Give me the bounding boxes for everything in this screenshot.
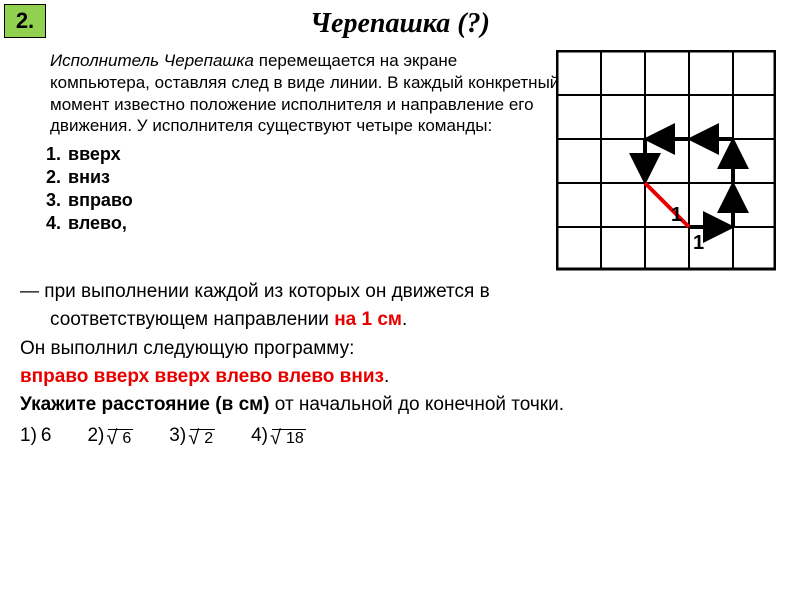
condition-line2: Он выполнил следующую программу: — [20, 337, 776, 361]
command-num: 1. — [46, 143, 68, 166]
answer-option-1: 1) 6 — [20, 424, 51, 448]
command-item: 1.вверх — [46, 143, 560, 166]
opt-val: 6 — [41, 424, 52, 448]
intro-paragraph: Исполнитель Черепашка перемещается на эк… — [20, 50, 560, 137]
intro-text: Исполнитель Черепашка перемещается на эк… — [20, 50, 560, 235]
opt-num: 2) — [87, 424, 104, 448]
program-red: вправо вверх вверх влево влево вниз — [20, 366, 384, 387]
content-area: Исполнитель Черепашка перемещается на эк… — [0, 50, 800, 448]
slide-number: 2. — [16, 8, 34, 34]
question-line: Укажите расстояние (в см) от начальной д… — [20, 393, 776, 417]
command-num: 4. — [46, 212, 68, 235]
opt-num: 3) — [169, 424, 186, 448]
intro-row: Исполнитель Черепашка перемещается на эк… — [20, 50, 776, 280]
command-label: вверх — [68, 144, 121, 164]
command-item: 3.вправо — [46, 189, 560, 212]
lower-text: — при выполнении каждой из которых он дв… — [20, 280, 776, 448]
command-list: 1.вверх 2.вниз 3.вправо 4.влево, — [20, 143, 560, 235]
condition-line1b: соответствующем направлении на 1 см. — [20, 308, 776, 332]
command-label: вниз — [68, 167, 110, 187]
command-item: 4.влево, — [46, 212, 560, 235]
answer-option-2: 2) 6 — [87, 424, 133, 448]
command-label: влево, — [68, 213, 127, 233]
program-dot: . — [384, 366, 389, 387]
command-label: вправо — [68, 190, 133, 210]
t2a: соответствующем направлении — [50, 309, 334, 330]
t1: — при выполнении каждой из которых он дв… — [20, 281, 490, 302]
opt-sqrt: 18 — [272, 429, 306, 448]
grid-label-h: 1 — [671, 204, 682, 226]
grid-svg: 1 1 — [556, 50, 776, 272]
opt-num: 1) — [20, 424, 37, 448]
intro-emphasis: Исполнитель Черепашка — [50, 51, 254, 70]
command-num: 3. — [46, 189, 68, 212]
opt-sqrt: 2 — [190, 429, 215, 448]
t2red: на 1 см — [334, 309, 402, 330]
command-item: 2.вниз — [46, 166, 560, 189]
slide-number-badge: 2. — [4, 4, 46, 38]
program-line: вправо вверх вверх влево влево вниз. — [20, 365, 776, 389]
page-title: Черепашка (?) — [0, 0, 800, 50]
answer-option-3: 3) 2 — [169, 424, 215, 448]
command-num: 2. — [46, 166, 68, 189]
t2b: . — [402, 309, 407, 330]
turtle-grid-diagram: 1 1 — [556, 50, 776, 278]
opt-num: 4) — [251, 424, 268, 448]
opt-sqrt: 6 — [108, 429, 133, 448]
answer-option-4: 4) 18 — [251, 424, 306, 448]
condition-line1: — при выполнении каждой из которых он дв… — [20, 280, 776, 304]
question-rest: от начальной до конечной точки. — [270, 394, 565, 415]
grid-label-b: 1 — [693, 232, 704, 254]
question-bold: Укажите расстояние (в см) — [20, 394, 270, 415]
answer-options: 1) 6 2) 6 3) 2 4) 18 — [20, 424, 776, 448]
